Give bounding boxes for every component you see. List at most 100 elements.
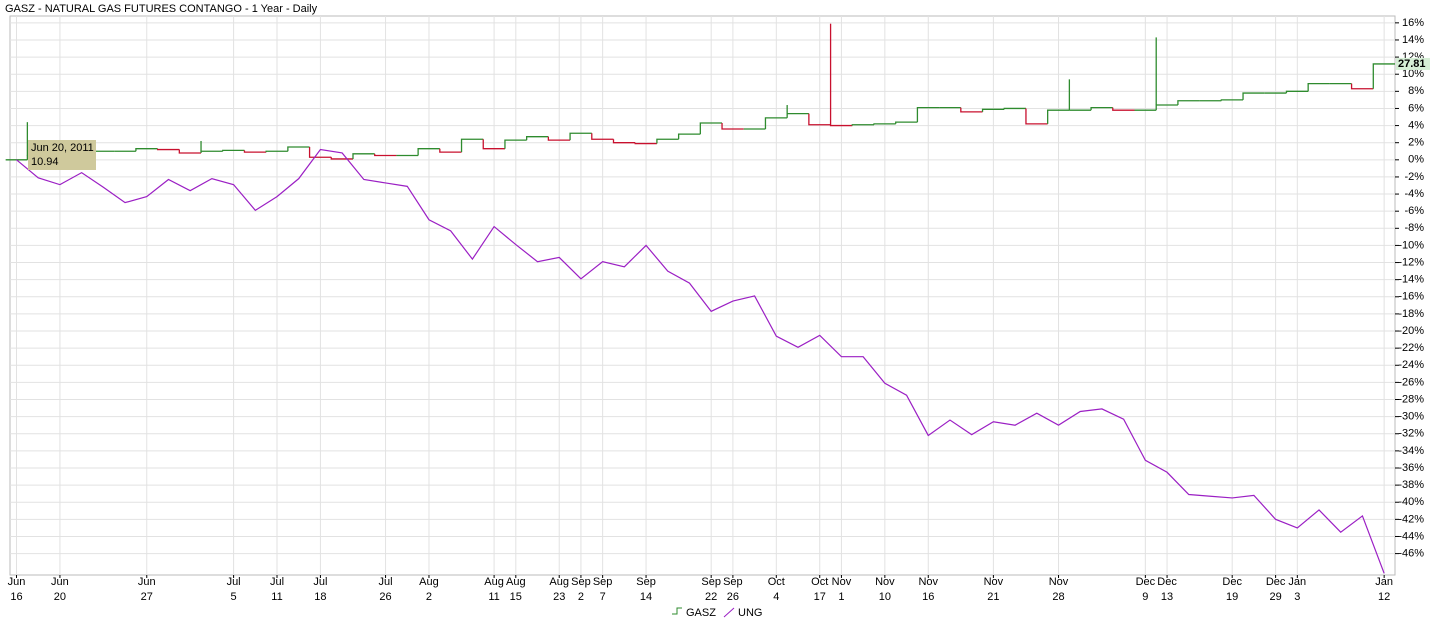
y-tick-label: -22% <box>1398 342 1424 354</box>
y-tick-label: -36% <box>1398 462 1424 474</box>
x-tick-sublabel: 19 <box>1226 591 1238 603</box>
x-tick-label: Jun <box>51 576 69 588</box>
step-bar <box>460 138 484 153</box>
x-tick-sublabel: 11 <box>271 591 282 603</box>
x-tick-sublabel: 26 <box>379 591 391 603</box>
x-tick-sublabel: 4 <box>773 591 779 603</box>
step-bar <box>287 146 310 152</box>
y-tick-label: -28% <box>1398 393 1424 405</box>
x-tick-sublabel: 9 <box>1142 591 1148 603</box>
x-tick-sublabel: 1 <box>838 591 844 603</box>
step-bar <box>330 157 353 160</box>
y-tick-label: -42% <box>1398 513 1424 525</box>
step-bar <box>482 139 505 150</box>
x-tick-sublabel: 29 <box>1269 591 1281 603</box>
x-tick-label: Sep <box>636 576 656 588</box>
step-bar <box>374 153 397 157</box>
x-tick-sublabel: 16 <box>10 591 22 603</box>
step-bar <box>1112 107 1135 111</box>
x-tick-sublabel: 26 <box>727 591 739 603</box>
y-tick-label: 8% <box>1408 85 1424 97</box>
x-tick-sublabel: 14 <box>640 591 652 603</box>
x-tick-label: Aug <box>484 576 504 588</box>
step-bar <box>178 149 202 154</box>
y-tick-label: -16% <box>1398 291 1424 303</box>
x-tick-label: Sep <box>723 576 743 588</box>
chart-title: GASZ - NATURAL GAS FUTURES CONTANGO - 1 … <box>5 3 318 15</box>
y-tick-label: -34% <box>1398 445 1424 457</box>
step-bar <box>656 138 679 144</box>
step-bar <box>808 113 831 126</box>
x-tick-label: Jul <box>379 576 393 588</box>
step-bar <box>1307 82 1330 92</box>
step-bar <box>764 117 788 129</box>
x-tick-sublabel: 7 <box>600 591 606 603</box>
step-bar <box>981 108 1005 112</box>
x-tick-label: Oct <box>811 576 828 588</box>
y-tick-label: -12% <box>1398 256 1424 268</box>
x-tick-label: Sep <box>571 576 591 588</box>
x-tick-label: Aug <box>549 576 569 588</box>
step-bar <box>1242 92 1265 100</box>
x-tick-label: Dec <box>1136 576 1156 588</box>
x-tick-label: Dec <box>1266 576 1286 588</box>
x-tick-label: Jul <box>270 576 284 588</box>
y-tick-label: 14% <box>1402 34 1424 46</box>
y-tick-label: -40% <box>1398 496 1424 508</box>
x-tick-label: Jun <box>138 576 156 588</box>
y-tick-label: -24% <box>1398 359 1424 371</box>
y-tick-label: -26% <box>1398 376 1424 388</box>
y-tick-label: -44% <box>1398 530 1424 542</box>
step-bar <box>439 148 462 153</box>
x-tick-sublabel: 18 <box>314 591 326 603</box>
legend-swatch <box>723 607 735 618</box>
x-tick-sublabel: 16 <box>922 591 934 603</box>
x-tick-sublabel: 15 <box>510 591 522 603</box>
x-tick-sublabel: 27 <box>141 591 153 603</box>
last-value-box <box>1396 57 1430 70</box>
x-tick-label: Dec <box>1222 576 1242 588</box>
step-bar <box>591 133 614 140</box>
x-tick-sublabel: 13 <box>1161 591 1173 603</box>
y-tick-label: -10% <box>1398 239 1424 251</box>
step-bar <box>265 150 288 153</box>
step-bar <box>1003 107 1026 110</box>
legend-label: UNG <box>738 607 762 619</box>
step-bar <box>1047 109 1070 124</box>
x-tick-label: Nov <box>875 576 895 588</box>
step-bar <box>634 142 657 145</box>
step-bar <box>222 149 245 152</box>
step-bar <box>200 150 223 153</box>
x-tick-label: Jan <box>1375 576 1393 588</box>
x-tick-sublabel: 5 <box>231 591 237 603</box>
y-tick-label: -6% <box>1404 205 1424 217</box>
step-bar <box>547 136 571 141</box>
y-tick-label: -20% <box>1398 325 1424 337</box>
y-tick-label: -38% <box>1398 479 1424 491</box>
step-bar <box>612 139 636 144</box>
y-tick-label: 2% <box>1408 137 1424 149</box>
step-bar <box>786 112 809 118</box>
step-bar <box>1285 90 1309 94</box>
plot-frame <box>9 15 1396 576</box>
x-tick-label: Jun <box>8 576 26 588</box>
step-bar <box>504 139 527 149</box>
step-bar <box>1177 100 1200 106</box>
step-bar <box>960 107 983 113</box>
x-tick-label: Jul <box>227 576 241 588</box>
legend-label: GASZ <box>686 607 716 619</box>
step-bar <box>569 132 592 141</box>
x-tick-label: Nov <box>984 576 1004 588</box>
step-bar <box>721 123 744 130</box>
x-tick-label: Nov <box>918 576 938 588</box>
step-bar <box>156 148 180 151</box>
x-tick-sublabel: 12 <box>1378 591 1390 603</box>
step-bar <box>1350 83 1374 90</box>
x-tick-sublabel: 22 <box>705 591 717 603</box>
y-tick-label: -4% <box>1404 188 1424 200</box>
step-bar <box>873 123 896 125</box>
x-tick-sublabel: 2 <box>426 591 432 603</box>
y-tick-label: 16% <box>1402 17 1424 29</box>
